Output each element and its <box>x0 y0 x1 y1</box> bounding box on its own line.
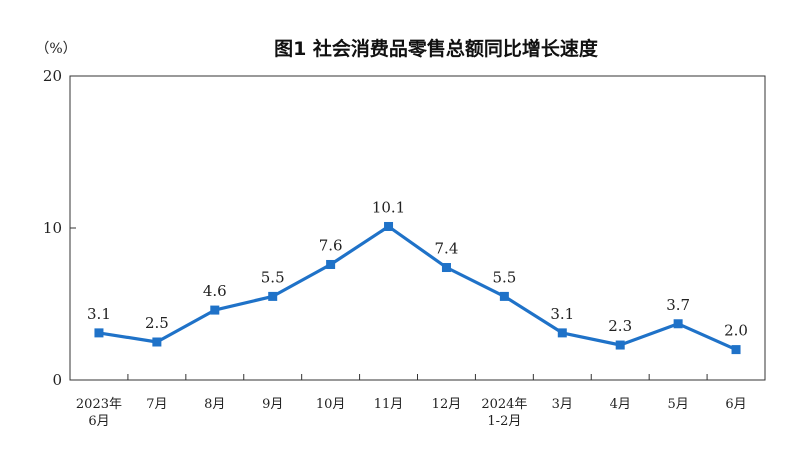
x-tick-label: 2024年 1-2月 <box>481 397 527 429</box>
x-tick-label: 6月 <box>725 397 746 412</box>
x-tick-label-line: 6月 <box>725 397 746 412</box>
x-tick-label-line: 7月 <box>146 397 167 412</box>
y-tick-label: 20 <box>43 67 62 85</box>
data-point-marker <box>268 291 278 301</box>
data-point-marker <box>384 221 394 231</box>
x-tick-label-line: 3月 <box>552 397 573 412</box>
x-tick-label: 12月 <box>432 397 462 412</box>
y-axis-ticks: 0 10 20 <box>43 67 76 389</box>
x-tick-label: 11月 <box>374 397 404 412</box>
x-tick-label-line: 6月 <box>88 414 109 429</box>
x-tick-label-line: 2023年 <box>76 397 122 412</box>
data-label: 4.6 <box>203 282 227 300</box>
y-tick-label: 0 <box>52 371 62 389</box>
data-point-marker <box>731 345 741 355</box>
data-point-marker <box>673 319 683 329</box>
x-tick-label-line: 5月 <box>667 397 688 412</box>
x-tick-label: 7月 <box>146 397 167 412</box>
x-tick-label-line: 10月 <box>316 397 346 412</box>
data-label: 2.5 <box>145 314 169 332</box>
x-tick-label-line: 12月 <box>432 397 462 412</box>
x-tick-label-line: 11月 <box>374 397 404 412</box>
data-point-marker <box>152 337 162 347</box>
data-label: 2.0 <box>724 322 748 340</box>
data-point-marker <box>615 340 625 350</box>
data-label: 5.5 <box>492 268 516 286</box>
data-label: 7.6 <box>319 236 343 254</box>
data-label: 3.1 <box>550 305 574 323</box>
data-label: 10.1 <box>372 198 405 216</box>
x-tick-label: 8月 <box>204 397 225 412</box>
x-tick-label: 3月 <box>552 397 573 412</box>
data-label: 7.4 <box>435 240 459 258</box>
y-unit-label: （%） <box>35 41 76 57</box>
data-label: 5.5 <box>261 268 285 286</box>
data-label: 3.1 <box>87 305 111 323</box>
series-line: 3.1 2.5 4.6 5.5 7.6 10.1 7.4 5.5 3.1 2.3 3.7 2.0 <box>87 198 748 355</box>
x-tick-label: 4月 <box>610 397 631 412</box>
x-tick-label-line: 8月 <box>204 397 225 412</box>
data-point-marker <box>499 291 509 301</box>
data-point-marker <box>210 305 220 315</box>
data-label: 2.3 <box>608 317 632 335</box>
y-tick-label: 10 <box>43 219 62 237</box>
plot-frame <box>69 75 766 381</box>
x-axis-ticks: 2023年 6月 7月 8月 9月 10月 11月 12月 2024年 1-2月 3月 4月 5月 6月 <box>69 374 766 429</box>
x-tick-label-line: 4月 <box>610 397 631 412</box>
data-point-marker <box>326 259 336 269</box>
x-tick-label-line: 9月 <box>262 397 283 412</box>
x-tick-label: 9月 <box>262 397 283 412</box>
x-tick-label-line: 1-2月 <box>487 414 521 429</box>
x-tick-label: 5月 <box>667 397 688 412</box>
x-tick-label: 2023年 6月 <box>76 397 122 429</box>
data-label: 3.7 <box>666 296 690 314</box>
data-point-marker <box>441 263 451 273</box>
x-tick-label-line: 2024年 <box>481 397 527 412</box>
chart-title: 图1 社会消费品零售总额同比增长速度 <box>274 37 599 60</box>
data-point-marker <box>557 328 567 338</box>
x-tick-label: 10月 <box>316 397 346 412</box>
data-point-marker <box>94 328 104 338</box>
series-path <box>98 224 737 352</box>
